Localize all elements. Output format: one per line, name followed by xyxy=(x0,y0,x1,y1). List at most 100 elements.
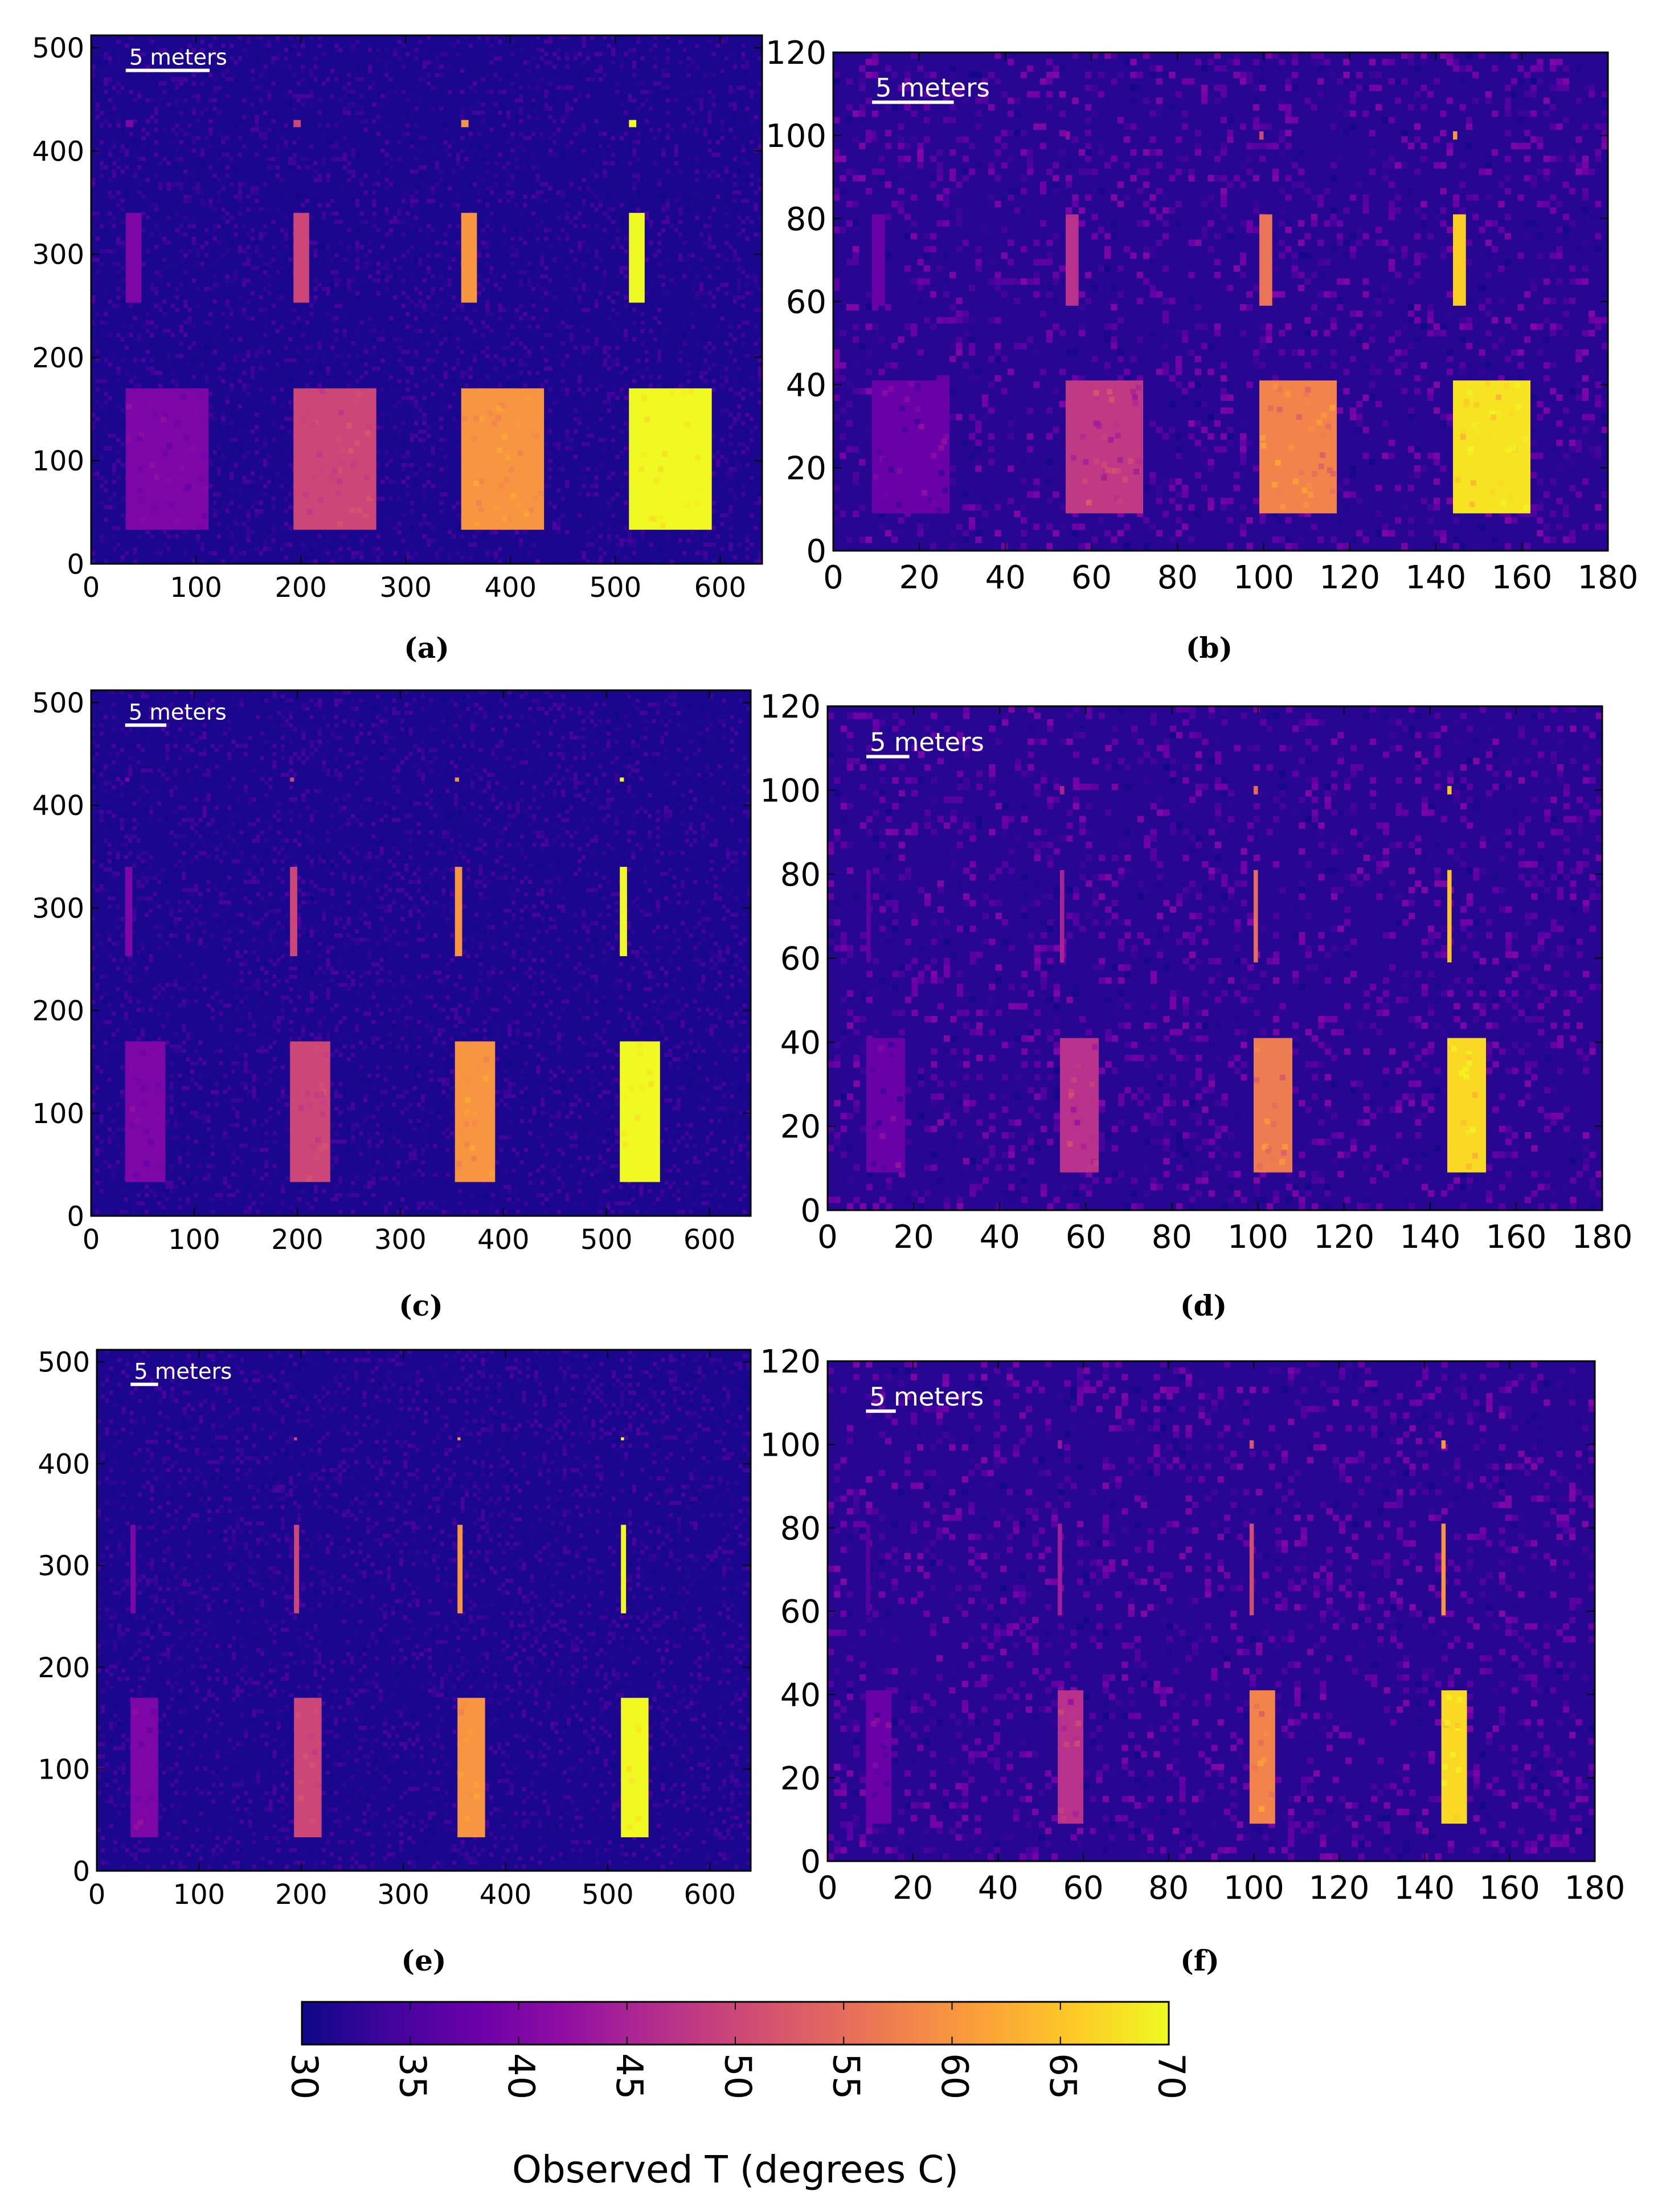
target-region xyxy=(1447,870,1452,962)
colorbar-label: Observed T (degrees C) xyxy=(512,2148,959,2191)
x-tick-label: 40 xyxy=(985,559,1026,596)
x-tick-label: 300 xyxy=(374,1224,427,1256)
target-region xyxy=(294,1437,297,1440)
scale-bar-label: 5 meters xyxy=(869,1382,984,1412)
target-region xyxy=(1442,1523,1446,1615)
x-tick-label: 80 xyxy=(1148,1870,1189,1907)
scale-bar-label: 5 meters xyxy=(875,73,990,103)
x-tick-label: 100 xyxy=(168,1224,220,1256)
x-tick-label: 60 xyxy=(1063,1870,1103,1907)
target-region xyxy=(620,777,624,781)
y-tick-label: 300 xyxy=(38,1550,90,1582)
scale-bar-label: 5 meters xyxy=(129,45,227,71)
y-tick-label: 120 xyxy=(766,35,826,72)
heatmap-panel-1: 0 20 40 60 80 100 120 140 160 1800204060801001205… xyxy=(766,35,1638,596)
x-tick-label: 100 xyxy=(173,1879,226,1911)
x-tick-label: 160 xyxy=(1485,1219,1546,1256)
colorbar-tick-label: 35 xyxy=(391,2053,433,2099)
x-tick-label: 600 xyxy=(683,1224,736,1256)
target-region xyxy=(130,1698,158,1837)
y-tick-label: 300 xyxy=(32,239,84,271)
x-tick-label: 0 xyxy=(83,1224,100,1256)
target-region xyxy=(629,213,645,303)
scale-bar-label: 5 meters xyxy=(870,727,984,757)
x-tick-label: 500 xyxy=(580,1224,633,1256)
y-tick-label: 20 xyxy=(780,1760,821,1797)
x-tick-label: 160 xyxy=(1491,559,1552,596)
target-region xyxy=(621,1525,626,1613)
y-tick-label: 100 xyxy=(766,118,826,155)
y-tick-label: 500 xyxy=(32,687,84,719)
y-tick-label: 80 xyxy=(780,857,821,894)
target-region xyxy=(1058,1440,1062,1449)
target-region xyxy=(1254,870,1258,962)
target-region xyxy=(294,1525,299,1613)
panel-label: (c) xyxy=(399,1289,443,1322)
x-tick-label: 0 xyxy=(88,1879,106,1911)
y-tick-label: 100 xyxy=(760,773,821,810)
target-region xyxy=(1259,380,1337,513)
y-tick-label: 0 xyxy=(800,1844,821,1881)
target-region xyxy=(1250,1690,1275,1824)
target-region xyxy=(1058,1523,1062,1615)
colorbar-tick-label: 30 xyxy=(283,2053,325,2099)
x-tick-label: 300 xyxy=(377,1879,429,1911)
y-tick-label: 400 xyxy=(32,790,84,822)
y-tick-label: 20 xyxy=(786,450,826,487)
target-region xyxy=(1060,1038,1099,1173)
heatmap-panel-5: 0 20 40 60 80 100 120 140 160 1800204060801001205… xyxy=(760,1343,1625,1907)
y-tick-label: 200 xyxy=(32,996,84,1027)
x-tick-label: 40 xyxy=(978,1870,1018,1907)
target-region xyxy=(125,777,129,781)
y-tick-label: 120 xyxy=(760,1343,821,1381)
target-region xyxy=(1060,870,1065,962)
x-tick-label: 400 xyxy=(477,1224,530,1256)
target-region xyxy=(866,870,871,962)
x-tick-label: 180 xyxy=(1565,1870,1626,1907)
x-tick-label: 100 xyxy=(1223,1870,1284,1907)
x-tick-label: 500 xyxy=(590,572,642,604)
target-region xyxy=(455,867,462,956)
y-tick-label: 60 xyxy=(780,941,821,978)
x-tick-label: 400 xyxy=(484,572,537,604)
target-region xyxy=(1259,132,1264,140)
y-tick-label: 0 xyxy=(72,1855,90,1887)
x-tick-label: 200 xyxy=(271,1224,324,1256)
x-tick-label: 140 xyxy=(1405,559,1466,596)
x-tick-label: 500 xyxy=(582,1879,634,1911)
x-tick-label: 160 xyxy=(1479,1870,1540,1907)
y-tick-label: 100 xyxy=(38,1754,90,1786)
target-region xyxy=(866,1038,905,1173)
y-tick-label: 60 xyxy=(780,1594,821,1631)
target-region xyxy=(866,1523,870,1615)
x-tick-label: 140 xyxy=(1394,1870,1455,1907)
x-tick-label: 100 xyxy=(1233,559,1294,596)
colorbar-tick-label: 50 xyxy=(716,2053,758,2099)
colorbar-tick-label: 60 xyxy=(933,2053,975,2099)
target-region xyxy=(629,120,636,128)
target-region xyxy=(1066,214,1079,305)
x-tick-label: 200 xyxy=(275,572,327,604)
target-region xyxy=(461,120,469,128)
y-tick-label: 0 xyxy=(67,1201,84,1232)
panel-label: (d) xyxy=(1180,1289,1227,1322)
target-region xyxy=(294,1698,321,1837)
x-tick-label: 20 xyxy=(893,1219,934,1256)
y-tick-label: 100 xyxy=(32,1098,84,1130)
colorbar-tick-label: 40 xyxy=(500,2053,542,2099)
x-tick-label: 120 xyxy=(1319,559,1380,596)
x-tick-label: 400 xyxy=(480,1879,532,1911)
colorbar-tick-label: 70 xyxy=(1149,2053,1192,2099)
x-tick-label: 80 xyxy=(1152,1219,1192,1256)
x-tick-label: 300 xyxy=(379,572,432,604)
target-region xyxy=(1066,380,1143,513)
panel-label: (e) xyxy=(401,1944,446,1977)
x-tick-label: 100 xyxy=(170,572,222,604)
target-region xyxy=(1453,214,1466,305)
y-tick-label: 80 xyxy=(780,1510,821,1547)
y-tick-label: 500 xyxy=(32,32,84,64)
panel-label: (b) xyxy=(1186,631,1233,665)
